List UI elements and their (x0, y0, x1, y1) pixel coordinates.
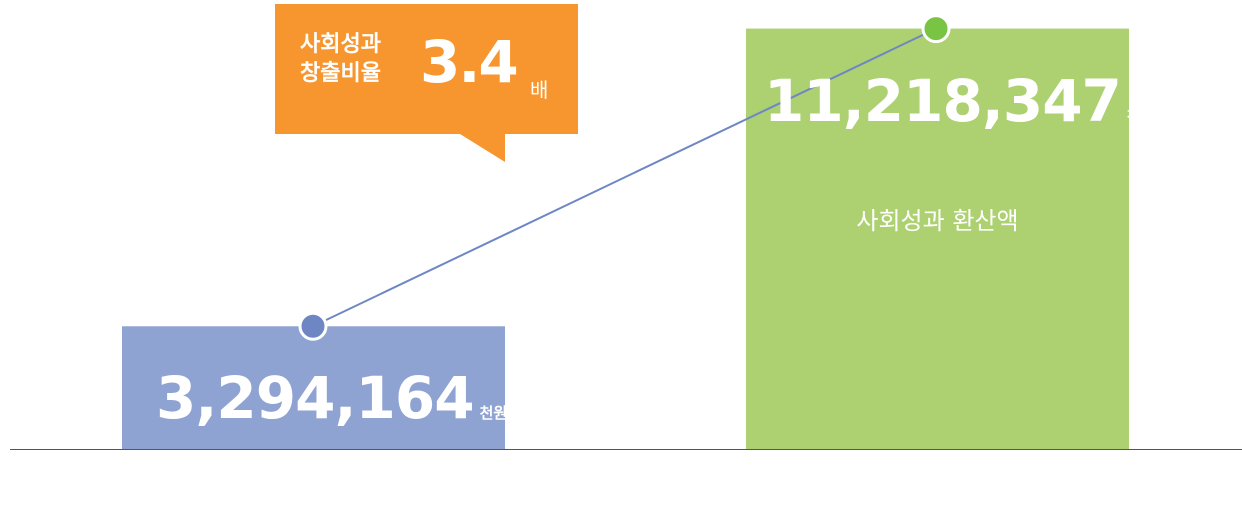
bar-1 (122, 326, 505, 450)
category-label-1: 사업비 (280, 482, 347, 511)
connector-layer (298, 14, 951, 341)
bar-value-unit: 천원 (1126, 106, 1155, 125)
bar-value-label-1: 3,294,164 천원 (156, 364, 507, 432)
callout-label: 사회성과 창출비율 (300, 30, 381, 88)
connector-line (312, 27, 937, 328)
bar-value-label-2: 11,218,347 천원 (764, 67, 1155, 135)
callout-speech-bubble (275, 4, 578, 162)
bar-top-marker-2 (921, 14, 951, 44)
callout-label-line1: 사회성과 (300, 32, 381, 57)
bar-value-unit: 천원 (479, 404, 508, 423)
chart-canvas (10, 4, 1242, 450)
bar-2 (746, 28, 1129, 450)
bar-value-number: 3,294,164 (156, 364, 475, 433)
callout-label-line2: 창출비율 (300, 61, 381, 86)
bar-value-number: 11,218,347 (764, 66, 1122, 135)
callout-ratio-unit: 배 (530, 78, 549, 102)
bar-top-marker-1 (298, 311, 328, 341)
category-label-2: 사회성과 환산액 (856, 206, 1019, 235)
callout-ratio-value: 3.4 (420, 28, 519, 96)
bars-layer (122, 28, 1129, 450)
